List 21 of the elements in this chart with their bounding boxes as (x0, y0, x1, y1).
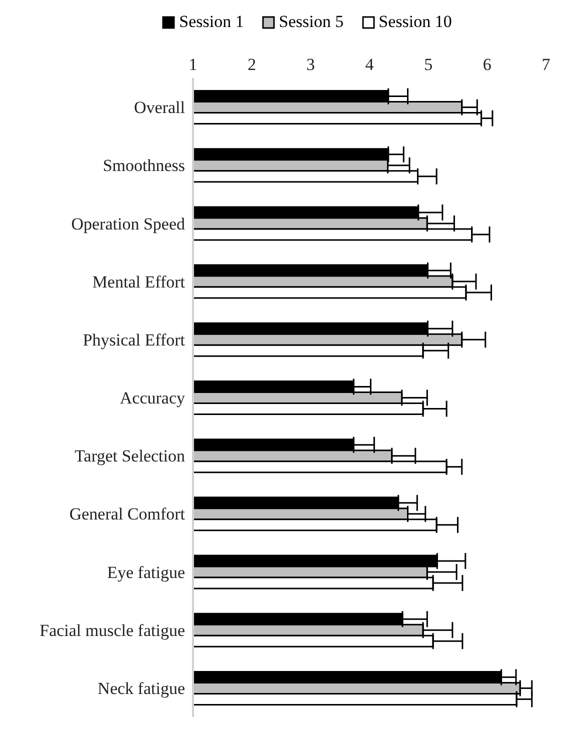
y-tick-label: Mental Effort (92, 272, 186, 292)
y-tick-label: Operation Speed (71, 214, 186, 234)
x-tick-label: 2 (248, 55, 256, 74)
x-tick-label: 4 (365, 55, 374, 74)
legend-label: Session 5 (278, 12, 344, 32)
y-tick-label: Eye fatigue (107, 562, 185, 582)
y-tick-label: General Comfort (69, 504, 186, 524)
y-tick-label: Overall (134, 98, 186, 118)
y-tick-label: Smoothness (102, 156, 185, 176)
x-tick-label: 6 (482, 55, 492, 74)
y-tick-label: Physical Effort (82, 330, 186, 350)
legend-label: Session 10 (378, 12, 452, 32)
y-tick-label: Target Selection (74, 446, 186, 466)
x-tick-label: 7 (542, 55, 551, 74)
x-tick-label: 5 (424, 55, 433, 74)
legend-label: Session 1 (179, 12, 244, 32)
x-tick-label: 3 (306, 55, 315, 74)
y-tick-label: Facial muscle fatigue (40, 620, 185, 640)
y-tick-label: Accuracy (120, 388, 186, 408)
x-tick-label: 1 (188, 55, 198, 74)
y-tick-label: Neck fatigue (98, 678, 185, 698)
